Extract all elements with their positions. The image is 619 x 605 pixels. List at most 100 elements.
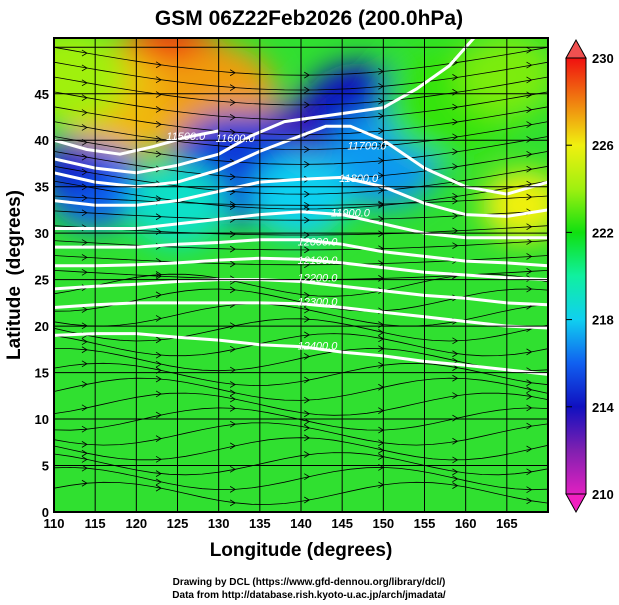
contour-label: 11500.0	[166, 131, 206, 143]
flow-arrow	[229, 345, 236, 353]
flow-arrow	[304, 246, 311, 254]
temperature-blob	[457, 38, 548, 118]
flow-arrow	[526, 46, 533, 54]
flow-arrow	[155, 484, 162, 492]
flow-arrow	[304, 261, 311, 269]
flow-arrow	[155, 435, 162, 442]
flow-arrow	[304, 353, 311, 360]
colorbar-min-arrow	[565, 493, 587, 514]
colorbar-tick-label: 218	[592, 313, 614, 328]
flow-arrow	[155, 315, 162, 322]
flow-arrow	[81, 338, 88, 346]
flow-arrow	[229, 286, 236, 294]
flow-arrow	[526, 223, 533, 231]
flow-arrow	[229, 486, 236, 493]
flow-arrow	[452, 437, 459, 445]
flow-arrow	[229, 99, 236, 106]
flow-arrow	[526, 404, 533, 412]
flow-arrow	[229, 245, 236, 253]
flow-arrow	[229, 420, 236, 428]
y-tick-label: 30	[35, 226, 49, 241]
credit-line-2: Data from http://database.rish.kyoto-u.a…	[172, 590, 446, 601]
flow-arrow	[81, 49, 88, 57]
flow-arrow	[229, 405, 236, 412]
flow-arrow	[452, 482, 459, 489]
flow-arrow	[155, 411, 162, 419]
contour-label: 12100.0	[298, 255, 339, 267]
contour-label: 12000.0	[298, 236, 339, 248]
x-axis-label: Longitude (degrees)	[210, 540, 393, 561]
flow-arrow	[229, 465, 236, 473]
flow-arrow	[81, 268, 88, 276]
flow-arrow	[81, 441, 88, 448]
flow-arrow	[304, 101, 311, 109]
flow-arrow	[81, 346, 88, 354]
credit-line-1: Drawing by DCL (https://www.gfd-dennou.o…	[173, 577, 446, 588]
flow-arrow	[304, 161, 311, 168]
flow-arrow	[155, 478, 162, 486]
flow-arrow	[526, 253, 533, 260]
flow-arrow	[81, 124, 88, 131]
flow-arrow	[304, 190, 311, 198]
flow-arrow	[452, 197, 459, 205]
flow-arrow	[304, 496, 311, 504]
plot-area: 11500.0 11600.0 11700.0 11800.0 11900.0 12000…	[54, 38, 548, 512]
colorbar-tick-label: 226	[592, 138, 614, 153]
flow-arrow	[526, 121, 533, 128]
flow-arrow	[304, 71, 311, 79]
y-tick-label: 10	[35, 412, 49, 427]
flow-arrow	[81, 425, 88, 433]
flow-arrow	[304, 315, 311, 323]
flow-arrow	[526, 445, 533, 453]
flow-arrow	[81, 79, 88, 87]
flow-arrow	[452, 242, 459, 250]
flow-arrow	[155, 390, 162, 398]
flow-arrow	[452, 337, 459, 345]
flow-arrow	[452, 374, 459, 382]
flow-arrow	[229, 69, 236, 77]
contour-label: 11900.0	[331, 207, 371, 219]
flow-arrow	[229, 381, 236, 388]
x-tick-label: 145	[331, 516, 353, 531]
flow-arrow	[155, 271, 162, 278]
flow-arrow	[81, 153, 88, 161]
flow-arrow	[155, 455, 162, 463]
contour-label: 11800.0	[339, 173, 379, 185]
flow-arrow	[81, 306, 88, 313]
height-contour-11700	[54, 124, 548, 196]
flow-arrow	[452, 148, 459, 156]
colorbar-tick-label: 210	[592, 487, 614, 502]
colorbar-tick-label: 230	[592, 51, 614, 66]
flow-arrow	[452, 74, 459, 81]
flow-arrow	[526, 379, 533, 387]
flow-arrow	[81, 168, 88, 176]
flow-arrow	[526, 238, 533, 245]
y-tick-label: 5	[42, 459, 49, 474]
flow-arrow	[304, 451, 311, 458]
colorbar-max-arrow	[565, 38, 587, 59]
flow-arrow	[526, 76, 533, 84]
flow-arrow	[452, 212, 459, 220]
flow-arrow	[81, 94, 88, 102]
flow-arrow	[452, 475, 459, 483]
flow-arrow	[229, 203, 236, 210]
flow-arrow	[452, 456, 459, 464]
flow-arrow	[526, 193, 533, 201]
flow-arrow	[452, 392, 459, 399]
flow-arrow	[81, 479, 88, 487]
x-tick-label: 110	[44, 516, 65, 531]
flow-arrow	[452, 192, 459, 200]
plot-frame	[53, 37, 549, 513]
contour-label: 11700.0	[347, 141, 387, 153]
flow-arrow	[81, 194, 88, 202]
flow-arrow	[304, 331, 311, 339]
x-tick-label: 165	[496, 516, 518, 531]
flow-arrow	[304, 86, 311, 94]
flow-arrow	[452, 103, 459, 111]
flow-arrow	[526, 267, 533, 275]
y-axis-label: Latitude (degrees)	[4, 190, 25, 360]
x-tick-label: 150	[372, 516, 394, 531]
flow-arrow	[229, 442, 236, 450]
flow-arrow	[81, 109, 88, 116]
